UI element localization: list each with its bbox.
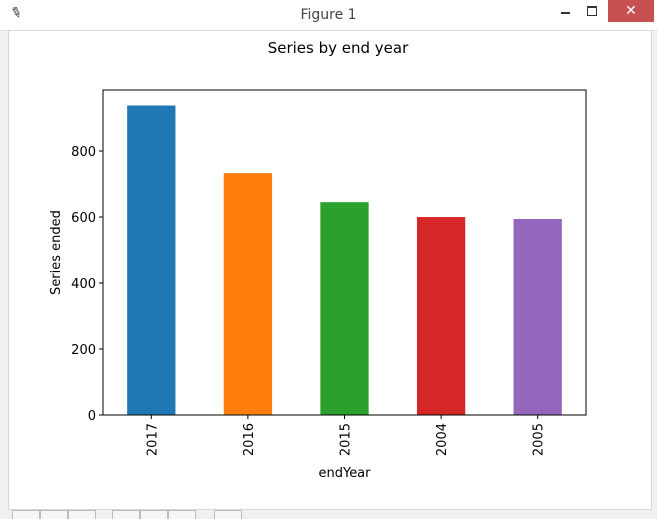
configure-button[interactable]: [168, 510, 196, 519]
minimize-button[interactable]: [553, 0, 579, 22]
save-button[interactable]: [214, 510, 242, 519]
pan-button[interactable]: [112, 510, 140, 519]
x-tick-label: 2004: [435, 423, 450, 456]
x-tick-label: 2017: [145, 423, 160, 456]
y-tick-label: 200: [71, 343, 96, 358]
close-button[interactable]: ✕: [608, 0, 654, 22]
zoom-button[interactable]: [140, 510, 168, 519]
window-title: Figure 1: [300, 7, 357, 23]
bar-2015: [320, 202, 369, 415]
x-axis-label: endYear: [318, 466, 371, 481]
title-bar[interactable]: ✎ Figure 1 ✕: [0, 0, 657, 31]
x-tick-label: 2005: [532, 423, 547, 456]
toolbar: [8, 510, 650, 519]
bar-2017: [127, 105, 176, 415]
maximize-button[interactable]: [579, 0, 605, 22]
y-axis-label: Series ended: [49, 210, 64, 295]
chart-title: Series by end year: [268, 39, 409, 57]
x-tick-label: 2015: [339, 423, 354, 456]
x-axis: 2017 2016 2015 2004 2005: [145, 415, 547, 456]
y-tick-label: 400: [71, 277, 96, 292]
figure-canvas: Series by end year 0 200 400 600 800 2017 201…: [8, 30, 652, 510]
back-button[interactable]: [40, 510, 68, 519]
y-axis: 0 200 400 600 800: [71, 145, 103, 424]
forward-button[interactable]: [68, 510, 96, 519]
y-tick-label: 600: [71, 211, 96, 226]
y-tick-label: 800: [71, 145, 96, 160]
bars-group: [127, 105, 562, 415]
bar-2016: [223, 173, 273, 415]
plot-frame: [102, 89, 587, 416]
bar-2005: [513, 219, 562, 415]
y-tick-label: 0: [88, 409, 96, 424]
home-button[interactable]: [12, 510, 40, 519]
bar-2004: [416, 217, 466, 415]
x-tick-label: 2016: [242, 423, 257, 456]
